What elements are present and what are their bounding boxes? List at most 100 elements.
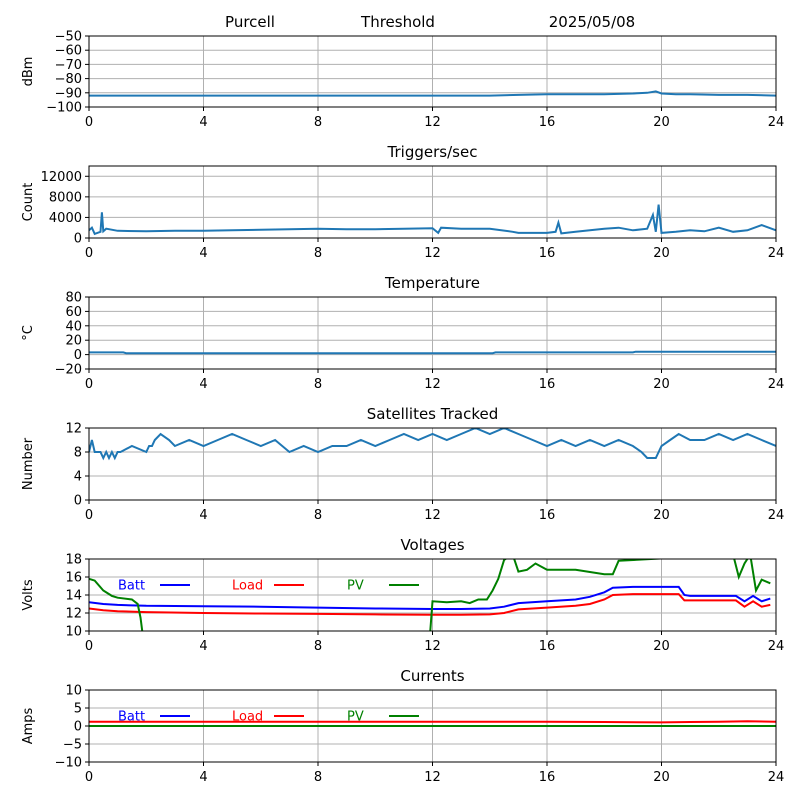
legend-label: PV [347, 579, 364, 594]
x-tick-label: 20 [653, 770, 670, 785]
x-tick-label: 0 [85, 508, 93, 523]
x-tick-label: 24 [768, 115, 785, 130]
x-tick-label: 0 [85, 770, 93, 785]
series-line-batt [89, 585, 771, 610]
header-section: Threshold [360, 13, 435, 31]
x-tick-label: 12 [424, 115, 441, 130]
series-line-0 [89, 350, 776, 355]
y-tick-label: −90 [55, 86, 82, 101]
x-tick-label: 20 [653, 377, 670, 392]
y-axis-label: Count [21, 183, 36, 222]
y-tick-label: 20 [65, 334, 82, 349]
x-tick-label: 16 [539, 508, 556, 523]
legend-label: Load [232, 710, 263, 725]
chart-panel-5: 0 4 8 12 16 20 24 −10 −5 0 5 10 Currents Amps Batt Load… [21, 667, 784, 785]
chart-panel-4: 0 4 8 12 16 20 24 10 12 14 16 18 Voltages Volts Batt Lo… [21, 536, 784, 654]
x-tick-label: 16 [539, 639, 556, 654]
x-tick-label: 16 [539, 377, 556, 392]
y-axis-label: Amps [21, 707, 36, 744]
x-tick-label: 8 [314, 115, 322, 130]
x-tick-label: 20 [653, 508, 670, 523]
y-tick-label: −10 [55, 756, 82, 771]
chart-panel-1: 0 4 8 12 16 20 24 0 4000 8000 12000 Triggers/sec Cou… [21, 143, 784, 261]
y-tick-label: 12 [65, 422, 82, 437]
x-tick-label: 12 [424, 508, 441, 523]
x-tick-label: 8 [314, 377, 322, 392]
y-tick-label: −20 [55, 363, 82, 378]
x-tick-label: 16 [539, 246, 556, 261]
x-tick-label: 12 [424, 377, 441, 392]
x-tick-label: 8 [314, 246, 322, 261]
y-tick-label: 12000 [41, 170, 82, 185]
x-tick-label: 12 [424, 639, 441, 654]
y-tick-label: −60 [55, 44, 82, 59]
y-tick-label: −100 [46, 101, 82, 116]
y-tick-label: 40 [65, 319, 82, 334]
y-tick-label: 4 [74, 470, 82, 485]
y-tick-label: 0 [74, 232, 82, 247]
legend-label: PV [347, 710, 364, 725]
header-date: 2025/05/08 [549, 13, 635, 31]
series-line-0 [89, 428, 776, 461]
x-tick-label: 8 [314, 639, 322, 654]
x-tick-label: 4 [199, 115, 207, 130]
x-tick-label: 24 [768, 639, 785, 654]
x-tick-label: 24 [768, 377, 785, 392]
x-tick-label: 0 [85, 115, 93, 130]
x-tick-label: 20 [653, 246, 670, 261]
y-tick-label: 0 [74, 720, 82, 735]
y-tick-label: 80 [65, 291, 82, 306]
y-tick-label: 60 [65, 305, 82, 320]
series-line-0 [89, 90, 776, 97]
chart-title: Currents [400, 667, 464, 685]
chart-title: Temperature [384, 274, 480, 292]
x-tick-label: 12 [424, 246, 441, 261]
x-tick-label: 4 [199, 508, 207, 523]
legend-label: Load [232, 579, 263, 594]
y-tick-label: 8000 [49, 190, 82, 205]
x-tick-label: 16 [539, 770, 556, 785]
chart-title: Satellites Tracked [367, 405, 498, 423]
y-tick-label: 16 [65, 571, 82, 586]
y-tick-label: 14 [65, 589, 82, 604]
y-tick-label: 10 [65, 684, 82, 699]
series-line-load [89, 593, 771, 616]
y-tick-label: 0 [74, 494, 82, 509]
series-line-load [89, 720, 776, 724]
y-tick-label: 12 [65, 607, 82, 622]
legend-label: Batt [118, 579, 145, 594]
x-tick-label: 4 [199, 246, 207, 261]
y-tick-label: −5 [63, 738, 82, 753]
y-tick-label: −50 [55, 30, 82, 45]
x-tick-label: 4 [199, 377, 207, 392]
y-tick-label: 5 [74, 702, 82, 717]
x-tick-label: 8 [314, 770, 322, 785]
y-tick-label: 8 [74, 446, 82, 461]
y-axis-label: dBm [21, 57, 36, 87]
chart-title: Voltages [400, 536, 464, 554]
x-tick-label: 0 [85, 246, 93, 261]
x-tick-label: 8 [314, 508, 322, 523]
x-tick-label: 24 [768, 508, 785, 523]
y-tick-label: 18 [65, 553, 82, 568]
chart-title: Triggers/sec [387, 143, 478, 161]
y-tick-label: −80 [55, 72, 82, 87]
x-tick-label: 20 [653, 115, 670, 130]
x-tick-label: 16 [539, 115, 556, 130]
x-tick-label: 0 [85, 377, 93, 392]
x-tick-label: 24 [768, 246, 785, 261]
legend-label: Batt [118, 710, 145, 725]
x-tick-label: 12 [424, 770, 441, 785]
chart-panel-3: 0 4 8 12 16 20 24 0 4 8 12 Satellites Tracked Number [21, 405, 784, 523]
y-axis-label: Number [21, 437, 36, 490]
x-tick-label: 4 [199, 639, 207, 654]
chart-panel-0: 0 4 8 12 16 20 24 −100−90−80−70−60−50 dBm [21, 30, 784, 131]
series-line-pv [89, 559, 771, 631]
y-axis-label: °C [21, 325, 36, 341]
x-tick-label: 0 [85, 639, 93, 654]
y-axis-label: Volts [21, 579, 36, 611]
header-station: Purcell [225, 13, 275, 31]
